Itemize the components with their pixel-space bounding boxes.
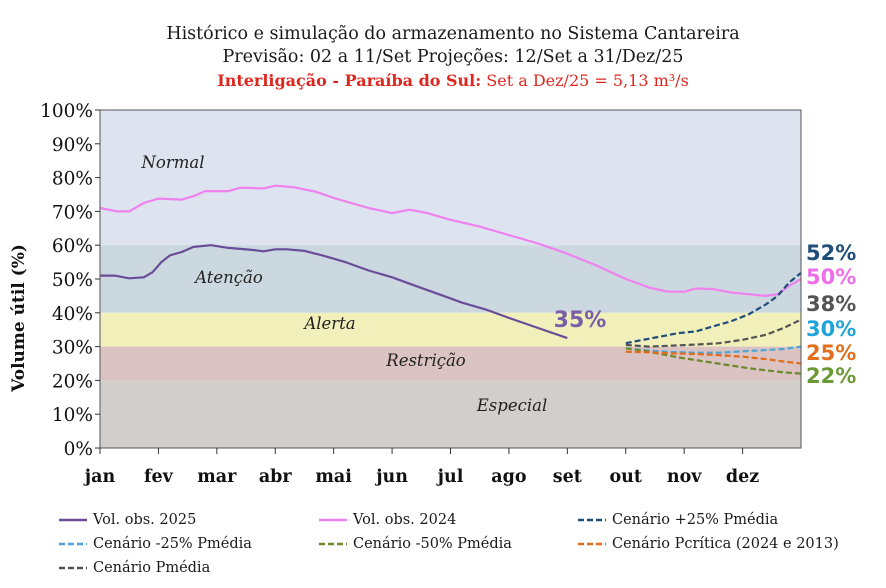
- band-especial: [100, 380, 801, 448]
- legend-item-cenario-pcritica-2024-e-2013: Cenário Pcrítica (2024 e 2013): [577, 536, 839, 552]
- band-alerta: [100, 312, 801, 347]
- legend-swatch: [59, 566, 87, 570]
- chart-title: Histórico e simulação do armazenamento n…: [166, 24, 740, 44]
- legend: Vol. obs. 2025 Vol. obs. 2024 Cenário +25%…: [58, 512, 886, 588]
- series-cenario-25-pmedia: [625, 345, 802, 354]
- y-tick-label: 60%: [52, 236, 93, 257]
- end-label-38pct: 38%: [806, 292, 856, 316]
- series-cenario-pcritica-2024-e-2013: [625, 350, 802, 365]
- chart-note-bold: Interligação - Paraíba do Sul:: [217, 71, 482, 90]
- legend-label: Cenário Pmédia: [93, 560, 211, 576]
- series-cenario-pmedia: [625, 318, 802, 348]
- chart-subtitle: Previsão: 02 a 11/Set Projeções: 12/Set …: [222, 47, 684, 67]
- y-tick-label: 50%: [52, 270, 93, 291]
- y-tick-label: 80%: [52, 169, 93, 190]
- series-vol-obs-2024: [99, 184, 802, 297]
- y-tick-label: 70%: [52, 202, 93, 223]
- y-tick-label: 100%: [40, 101, 93, 122]
- current-level-annotation: 35%: [554, 308, 607, 333]
- band-label-restricao: Restrição: [385, 351, 466, 370]
- band-label-atencao: Atenção: [193, 268, 263, 287]
- band-label-especial: Especial: [476, 396, 547, 415]
- y-tick-label: 0%: [64, 439, 93, 460]
- storage-chart: 0% 10% 20% 30% 40% 50% 60% 70% 80% 90% 100% jan fev m…: [9, 101, 856, 487]
- x-tick-label: nov: [667, 467, 702, 487]
- y-tick-label: 10%: [52, 405, 93, 426]
- legend-label: Cenário Pcrítica (2024 e 2013): [612, 536, 839, 552]
- band-label-normal: Normal: [140, 153, 204, 172]
- chart-note-rest: Set a Dez/25 = 5,13 m³/s: [481, 71, 689, 90]
- end-label-22pct: 22%: [806, 364, 856, 388]
- band-atencao: [100, 245, 801, 313]
- y-tick-label: 40%: [52, 304, 93, 325]
- x-tick-label: mai: [315, 467, 352, 487]
- series-cenario-25-pmedia: [625, 272, 802, 345]
- x-tick-label: mar: [197, 467, 237, 487]
- series-vol-obs-2025: [100, 244, 568, 340]
- legend-label: Cenário +25% Pmédia: [612, 512, 779, 528]
- end-label-50pct: 50%: [806, 265, 856, 289]
- x-tick-label: jul: [436, 467, 464, 487]
- band-normal: [100, 110, 801, 246]
- legend-label: Vol. obs. 2024: [353, 512, 457, 528]
- x-tick-label: jan: [83, 467, 116, 487]
- x-tick-label: set: [553, 467, 582, 487]
- legend-swatch: [319, 518, 347, 522]
- x-tick-label: jun: [374, 467, 408, 487]
- y-tick-label: 90%: [52, 135, 93, 156]
- end-label-25pct: 25%: [806, 341, 856, 365]
- band-label-alerta: Alerta: [302, 314, 355, 333]
- legend-item-vol-obs-2025: Vol. obs. 2025: [58, 512, 196, 528]
- legend-swatch: [578, 518, 606, 522]
- legend-label: Cenário -50% Pmédia: [353, 536, 512, 552]
- legend-item-cenario-25-pmedia: Cenário -25% Pmédia: [58, 536, 252, 552]
- x-tick-label: abr: [259, 467, 293, 487]
- legend-item-cenario-pmedia: Cenário Pmédia: [58, 560, 210, 576]
- legend-label: Vol. obs. 2025: [93, 512, 197, 528]
- legend-swatch: [59, 518, 87, 522]
- x-tick-label: out: [610, 467, 642, 487]
- y-tick-label: 30%: [52, 338, 93, 359]
- x-tick-label: ago: [491, 467, 526, 487]
- x-tick-label: dez: [726, 467, 759, 487]
- legend-item-vol-obs-2024: Vol. obs. 2024: [318, 512, 456, 528]
- chart-note: Interligação - Paraíba do Sul: Set a Dez…: [0, 71, 886, 90]
- legend-label: Cenário -25% Pmédia: [93, 536, 252, 552]
- end-label-52pct: 52%: [806, 241, 856, 265]
- legend-swatch: [59, 542, 87, 546]
- end-label-30pct: 30%: [806, 317, 856, 341]
- y-axis-label: Volume útil (%): [9, 244, 29, 393]
- legend-swatch: [578, 542, 606, 546]
- legend-swatch: [319, 542, 347, 546]
- legend-item-cenario-50-pmedia: Cenário -50% Pmédia: [318, 536, 512, 552]
- x-tick-label: fev: [144, 467, 174, 487]
- y-tick-label: 20%: [52, 371, 93, 392]
- legend-item-cenario-25-pmedia: Cenário +25% Pmédia: [577, 512, 778, 528]
